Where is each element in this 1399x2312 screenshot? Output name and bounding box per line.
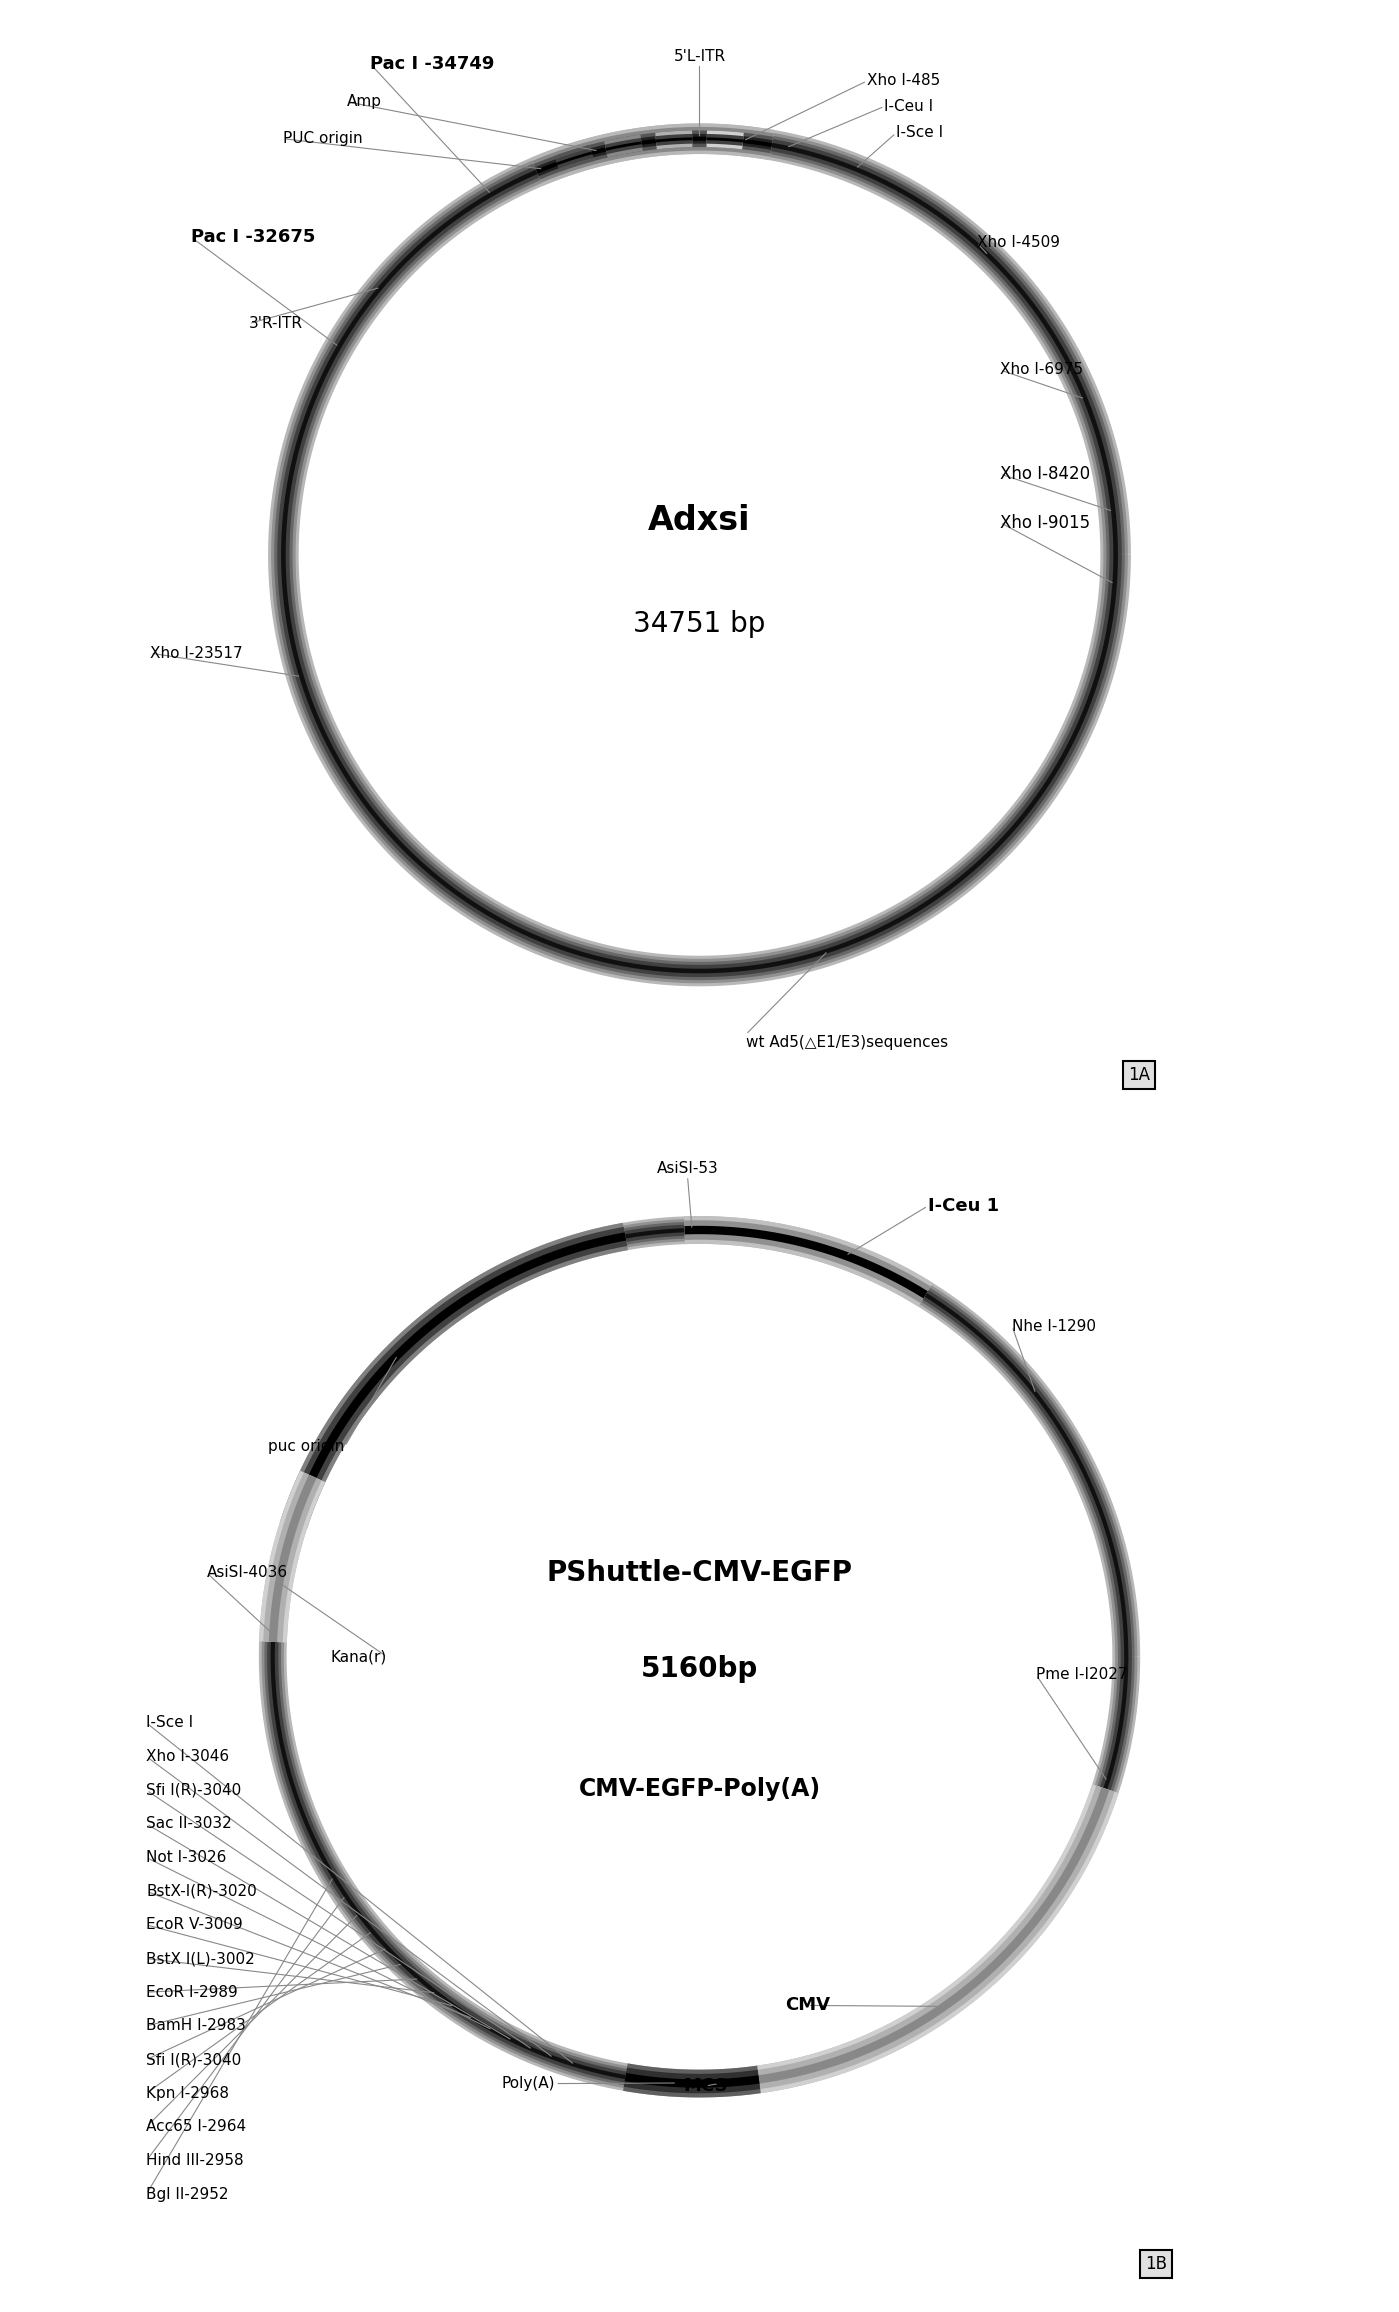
Text: Sfi I(R)-3040: Sfi I(R)-3040 (147, 2053, 242, 2067)
Text: BstX I(L)-3002: BstX I(L)-3002 (147, 1951, 255, 1965)
Text: BamH I-2983: BamH I-2983 (147, 2018, 246, 2032)
Text: 1B: 1B (1146, 2254, 1167, 2273)
Text: Sfi I(R)-3040: Sfi I(R)-3040 (147, 1783, 242, 1799)
Text: Sac II-3032: Sac II-3032 (147, 1817, 232, 1831)
Text: Not I-3026: Not I-3026 (147, 1850, 227, 1866)
Text: CMV-EGFP-Poly(A): CMV-EGFP-Poly(A) (578, 1778, 821, 1801)
Text: Xho I-8420: Xho I-8420 (1000, 465, 1090, 483)
Text: Xho I-3046: Xho I-3046 (147, 1750, 229, 1764)
Text: Xho I-6975: Xho I-6975 (1000, 363, 1083, 377)
Text: PUC origin: PUC origin (284, 132, 362, 146)
Text: Pme I-I2027: Pme I-I2027 (1037, 1667, 1128, 1683)
Text: MCS: MCS (683, 2076, 727, 2095)
Text: CMV: CMV (785, 1998, 830, 2014)
Text: I-Sce I: I-Sce I (147, 1716, 193, 1729)
Text: I-Ceu I: I-Ceu I (884, 99, 933, 113)
Text: Amp: Amp (347, 95, 382, 109)
Text: AsiSI-53: AsiSI-53 (656, 1161, 718, 1177)
Text: Pac I -34749: Pac I -34749 (371, 55, 494, 72)
Text: I-Sce I: I-Sce I (895, 125, 943, 141)
Text: 1A: 1A (1128, 1066, 1150, 1084)
Text: Adxsi: Adxsi (648, 504, 751, 536)
Text: Pac I -32675: Pac I -32675 (190, 229, 315, 245)
Text: Kana(r): Kana(r) (330, 1648, 388, 1665)
Text: PShuttle-CMV-EGFP: PShuttle-CMV-EGFP (547, 1558, 852, 1586)
Text: AsiSI-4036: AsiSI-4036 (207, 1565, 288, 1579)
Text: Kpn I-2968: Kpn I-2968 (147, 2085, 229, 2102)
Text: Xho I-23517: Xho I-23517 (151, 645, 243, 661)
Text: EcoR V-3009: EcoR V-3009 (147, 1917, 243, 1933)
Text: Nhe I-1290: Nhe I-1290 (1011, 1318, 1095, 1334)
Text: Xho I-4509: Xho I-4509 (977, 236, 1060, 250)
Text: 5160bp: 5160bp (641, 1655, 758, 1683)
Text: EcoR I-2989: EcoR I-2989 (147, 1984, 238, 2000)
Text: 5'L-ITR: 5'L-ITR (673, 49, 726, 62)
Text: Acc65 I-2964: Acc65 I-2964 (147, 2120, 246, 2134)
Text: I-Ceu 1: I-Ceu 1 (928, 1198, 999, 1214)
Text: 34751 bp: 34751 bp (634, 610, 765, 638)
Text: Poly(A): Poly(A) (502, 2076, 555, 2090)
Text: Bgl II-2952: Bgl II-2952 (147, 2187, 229, 2201)
Text: BstX-I(R)-3020: BstX-I(R)-3020 (147, 1884, 257, 1898)
Text: puc origin: puc origin (269, 1438, 344, 1454)
Text: Hind III-2958: Hind III-2958 (147, 2152, 243, 2169)
Text: Xho I-485: Xho I-485 (867, 74, 940, 88)
Text: wt Ad5(△E1/E3)sequences: wt Ad5(△E1/E3)sequences (746, 1033, 949, 1050)
Text: Xho I-9015: Xho I-9015 (1000, 513, 1090, 532)
Text: 3'R-ITR: 3'R-ITR (249, 317, 302, 331)
